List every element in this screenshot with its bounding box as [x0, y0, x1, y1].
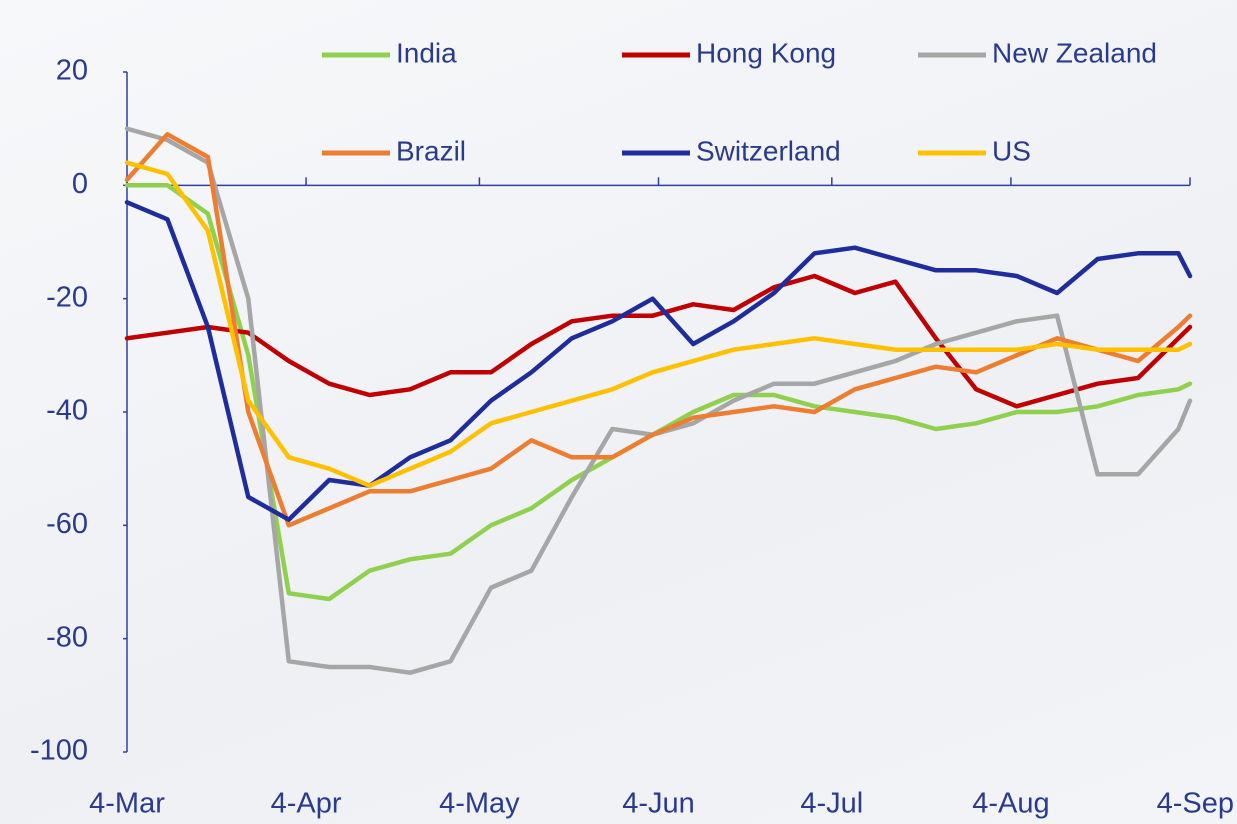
series-line	[124, 183, 1193, 602]
x-tick-label: 4-Sep	[1157, 788, 1234, 820]
series-line	[124, 200, 1193, 522]
legend-label: US	[992, 135, 1031, 166]
y-tick-label: 20	[56, 55, 88, 87]
x-tick-label: 4-Mar	[89, 788, 165, 820]
legend-label: Switzerland	[696, 135, 841, 166]
y-tick-label: -80	[46, 621, 88, 653]
x-tick-label: 4-Jun	[622, 788, 695, 820]
legend-label: India	[396, 37, 457, 68]
legend-label: Brazil	[396, 135, 466, 166]
y-tick-label: -40	[46, 395, 88, 427]
y-tick-label: -20	[46, 281, 88, 313]
series-line	[124, 132, 1193, 528]
series-line	[124, 160, 1193, 488]
x-tick-label: 4-Jul	[800, 788, 863, 820]
x-tick-label: 4-May	[439, 788, 520, 820]
legend-label: New Zealand	[992, 37, 1157, 68]
series-line	[124, 273, 1193, 409]
y-tick-label: -100	[30, 735, 88, 767]
series-line	[124, 126, 1193, 675]
y-tick-label: 0	[72, 168, 88, 200]
legend-label: Hong Kong	[696, 37, 836, 68]
x-tick-label: 4-Apr	[271, 788, 342, 820]
x-tick-label: 4-Aug	[972, 788, 1049, 820]
y-tick-label: -60	[46, 508, 88, 540]
